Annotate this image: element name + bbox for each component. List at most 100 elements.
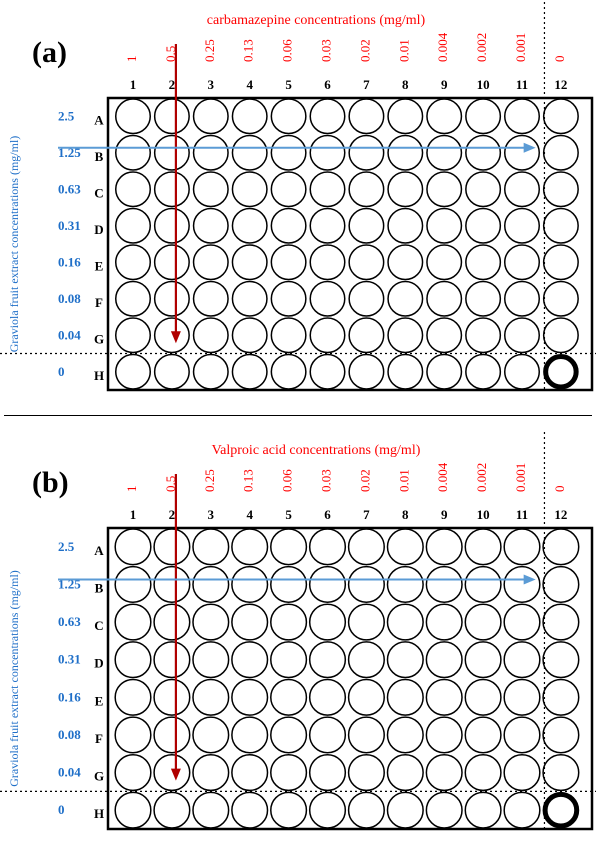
well <box>347 641 385 679</box>
drug-concentration-label: 0.25 <box>202 469 217 492</box>
column-number: 3 <box>208 507 215 522</box>
well <box>115 353 151 390</box>
column-number: 12 <box>554 77 567 92</box>
well <box>153 134 190 171</box>
drug-concentration-label: 0.13 <box>241 469 256 492</box>
well <box>425 791 463 829</box>
well <box>503 791 541 829</box>
well <box>465 98 502 135</box>
column-number: 10 <box>477 507 490 522</box>
well <box>270 754 308 792</box>
well <box>542 134 579 171</box>
row-letter: A <box>94 543 104 558</box>
blue-arrow-head <box>523 574 536 585</box>
well <box>348 280 385 317</box>
well <box>231 134 268 171</box>
well <box>231 171 268 208</box>
well <box>192 603 230 641</box>
well <box>465 317 502 354</box>
well <box>504 98 540 135</box>
row-letter: H <box>94 368 104 383</box>
well <box>192 791 230 829</box>
well <box>192 754 230 792</box>
well <box>114 528 152 566</box>
well <box>504 280 540 317</box>
well <box>192 134 229 171</box>
column-number: 12 <box>554 507 567 522</box>
well <box>192 353 229 390</box>
drug-concentration-label: 0.001 <box>513 463 528 492</box>
graviola-concentration-label: 0.63 <box>58 181 81 196</box>
well <box>503 716 541 754</box>
well <box>465 244 502 281</box>
well <box>503 603 541 641</box>
column-number: 2 <box>169 507 176 522</box>
column-number: 4 <box>246 77 253 92</box>
well <box>270 353 307 390</box>
well <box>426 353 463 390</box>
well <box>231 353 268 390</box>
graviola-concentration-label: 0.16 <box>58 689 81 704</box>
drug-concentration-label: 0 <box>552 56 567 63</box>
well <box>347 791 385 829</box>
row-letter: B <box>95 580 104 595</box>
column-number: 11 <box>516 77 528 92</box>
well <box>426 171 463 208</box>
column-number: 8 <box>402 77 409 92</box>
well <box>308 716 347 754</box>
well <box>426 207 463 244</box>
drug-concentration-label: 0.004 <box>435 462 450 492</box>
well <box>386 603 424 641</box>
well <box>386 791 424 829</box>
column-number: 9 <box>441 507 448 522</box>
well <box>231 754 269 792</box>
well <box>115 317 151 354</box>
well <box>309 207 346 244</box>
drug-concentration-label: 0.02 <box>357 469 372 492</box>
well <box>386 754 424 792</box>
drug-concentration-label: 0.004 <box>435 32 450 62</box>
column-number: 9 <box>441 77 448 92</box>
well <box>387 280 424 317</box>
well <box>386 565 424 603</box>
well <box>192 171 229 208</box>
red-arrow-head <box>170 768 181 781</box>
drug-concentration-label: 0.03 <box>318 39 333 62</box>
well <box>270 171 307 208</box>
well <box>464 716 502 754</box>
column-number: 3 <box>208 77 215 92</box>
column-number: 6 <box>324 77 331 92</box>
well <box>309 244 346 281</box>
x-axis-title: carbamazepine concentrations (mg/ml) <box>207 13 426 28</box>
well <box>270 317 307 354</box>
row-letter: G <box>94 331 104 346</box>
well <box>192 565 230 603</box>
well <box>153 171 190 208</box>
well <box>347 754 385 792</box>
well <box>465 280 502 317</box>
well <box>542 280 579 317</box>
well <box>309 280 346 317</box>
row-letter: D <box>94 222 103 237</box>
graviola-concentration-label: 0 <box>58 364 65 379</box>
well <box>153 678 191 716</box>
well <box>114 754 152 792</box>
well <box>308 754 347 792</box>
well <box>153 603 191 641</box>
column-number: 4 <box>246 507 253 522</box>
plate-outline <box>106 96 594 392</box>
well <box>542 603 580 641</box>
well <box>114 603 152 641</box>
well <box>270 244 307 281</box>
well <box>348 353 385 390</box>
well <box>270 134 307 171</box>
well <box>425 528 463 566</box>
column-number: 5 <box>285 507 292 522</box>
well <box>348 207 385 244</box>
row-letter: A <box>94 112 104 127</box>
well <box>347 716 385 754</box>
well <box>425 565 463 603</box>
well <box>348 244 385 281</box>
plate-diagram-b: (b) Valproic acid concentrations (mg/ml) 1… <box>0 432 596 831</box>
well <box>153 716 191 754</box>
